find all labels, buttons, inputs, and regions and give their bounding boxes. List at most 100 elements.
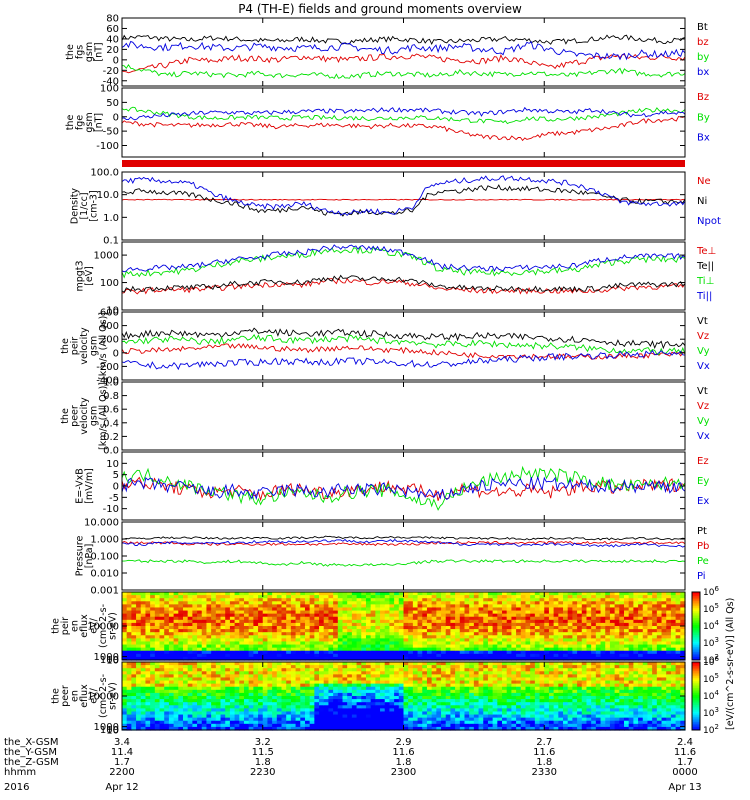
heatmap-cell [182,635,189,639]
heatmap-cell [548,689,555,694]
heatmap-cell [534,717,541,722]
heatmap-cell [595,638,602,643]
heatmap-cell [633,592,639,596]
heatmap-cell [412,680,419,685]
heatmap-cell [323,662,330,666]
heatmap-cell [628,653,634,658]
heatmap-cell [548,635,555,639]
heatmap-cell [262,641,269,646]
heatmap-cell [164,680,170,685]
heatmap-cell [666,653,672,658]
heatmap-cell [211,638,217,643]
heatmap-cell [426,714,433,719]
heatmap-cell [464,696,470,700]
heatmap-cell [225,692,231,697]
heatmap-cell [600,638,606,643]
heatmap-cell [206,692,212,697]
heatmap-cell [506,665,513,669]
heatmap-cell [201,592,208,596]
heatmap-cell [314,683,320,688]
heatmap-cell [365,622,372,627]
heatmap-cell [211,677,217,682]
heatmap-cell [154,708,161,713]
heatmap-cell [478,604,484,609]
heatmap-cell [304,668,311,672]
heatmap-cell [347,708,353,713]
heatmap-cell [337,665,344,669]
heatmap-cell [403,708,409,713]
heatmap-cell [258,647,264,652]
heatmap-cell [276,662,283,666]
heatmap-cell [473,610,480,615]
heatmap-cell [351,717,358,722]
heatmap-cell [647,613,653,618]
heatmap-cell [436,598,442,602]
heatmap-cell [337,601,344,605]
heatmap-cell [412,653,419,658]
heatmap-cell [145,616,151,621]
heatmap-cell [506,699,513,703]
heatmap-cell [544,680,550,685]
y-label-line: the [60,338,71,354]
heatmap-cell [516,683,522,688]
heatmap-cell [215,686,222,691]
heatmap-cell [426,662,433,666]
heatmap-cell [136,598,142,602]
heatmap-cell [530,632,536,636]
heatmap-cell [483,601,489,605]
heatmap-cell [136,610,142,615]
heatmap-cell [675,626,681,630]
heatmap-cell [182,598,189,602]
heatmap-cell [530,720,536,725]
heatmap-cell [272,613,278,618]
heatmap-cell [239,717,245,722]
heatmap-cell [389,641,395,646]
heatmap-cell [286,604,292,609]
heatmap-cell [455,692,461,697]
heatmap-cell [506,607,513,612]
heatmap-cell [122,720,128,725]
heatmap-cell [600,610,606,615]
heatmap-cell [605,607,611,612]
heatmap-cell [581,638,588,643]
heatmap-cell [351,677,358,682]
heatmap-cell [450,604,456,609]
heatmap-cell [211,598,217,602]
heatmap-cell [370,689,376,694]
heatmap-cell [389,644,395,649]
heatmap-cell [333,720,339,725]
heatmap-cell [323,656,330,661]
y-tick-label: -100 [96,141,119,152]
heatmap-cell [168,616,175,621]
heatmap-cell [131,720,137,725]
heatmap-cell [412,616,419,621]
y-label-line: peir [70,337,81,356]
heatmap-cell [459,638,466,643]
heatmap-cell [182,644,189,649]
heatmap-cell [389,592,395,596]
heatmap-cell [262,668,269,672]
heatmap-cell [154,647,161,652]
heatmap-cell [539,595,545,599]
heatmap-cell [624,613,630,618]
heatmap-cell [300,677,306,682]
heatmap-cell [342,592,348,596]
heatmap-cell [304,641,311,646]
heatmap-cell [459,689,466,694]
heatmap-cell [267,689,273,694]
heatmap-cell [361,610,367,615]
heatmap-cell [380,644,386,649]
heatmap-cell [600,626,606,630]
heatmap-cell [229,711,236,716]
heatmap-cell [431,696,437,700]
heatmap-cell [356,692,362,697]
heatmap-cell [173,607,179,612]
heatmap-cell [436,647,442,652]
heatmap-cell [361,665,367,669]
heatmap-cell [262,723,269,728]
heatmap-cell [455,683,461,688]
heatmap-cell [173,629,179,633]
heatmap-cell [487,598,494,602]
heatmap-cell [445,708,452,713]
